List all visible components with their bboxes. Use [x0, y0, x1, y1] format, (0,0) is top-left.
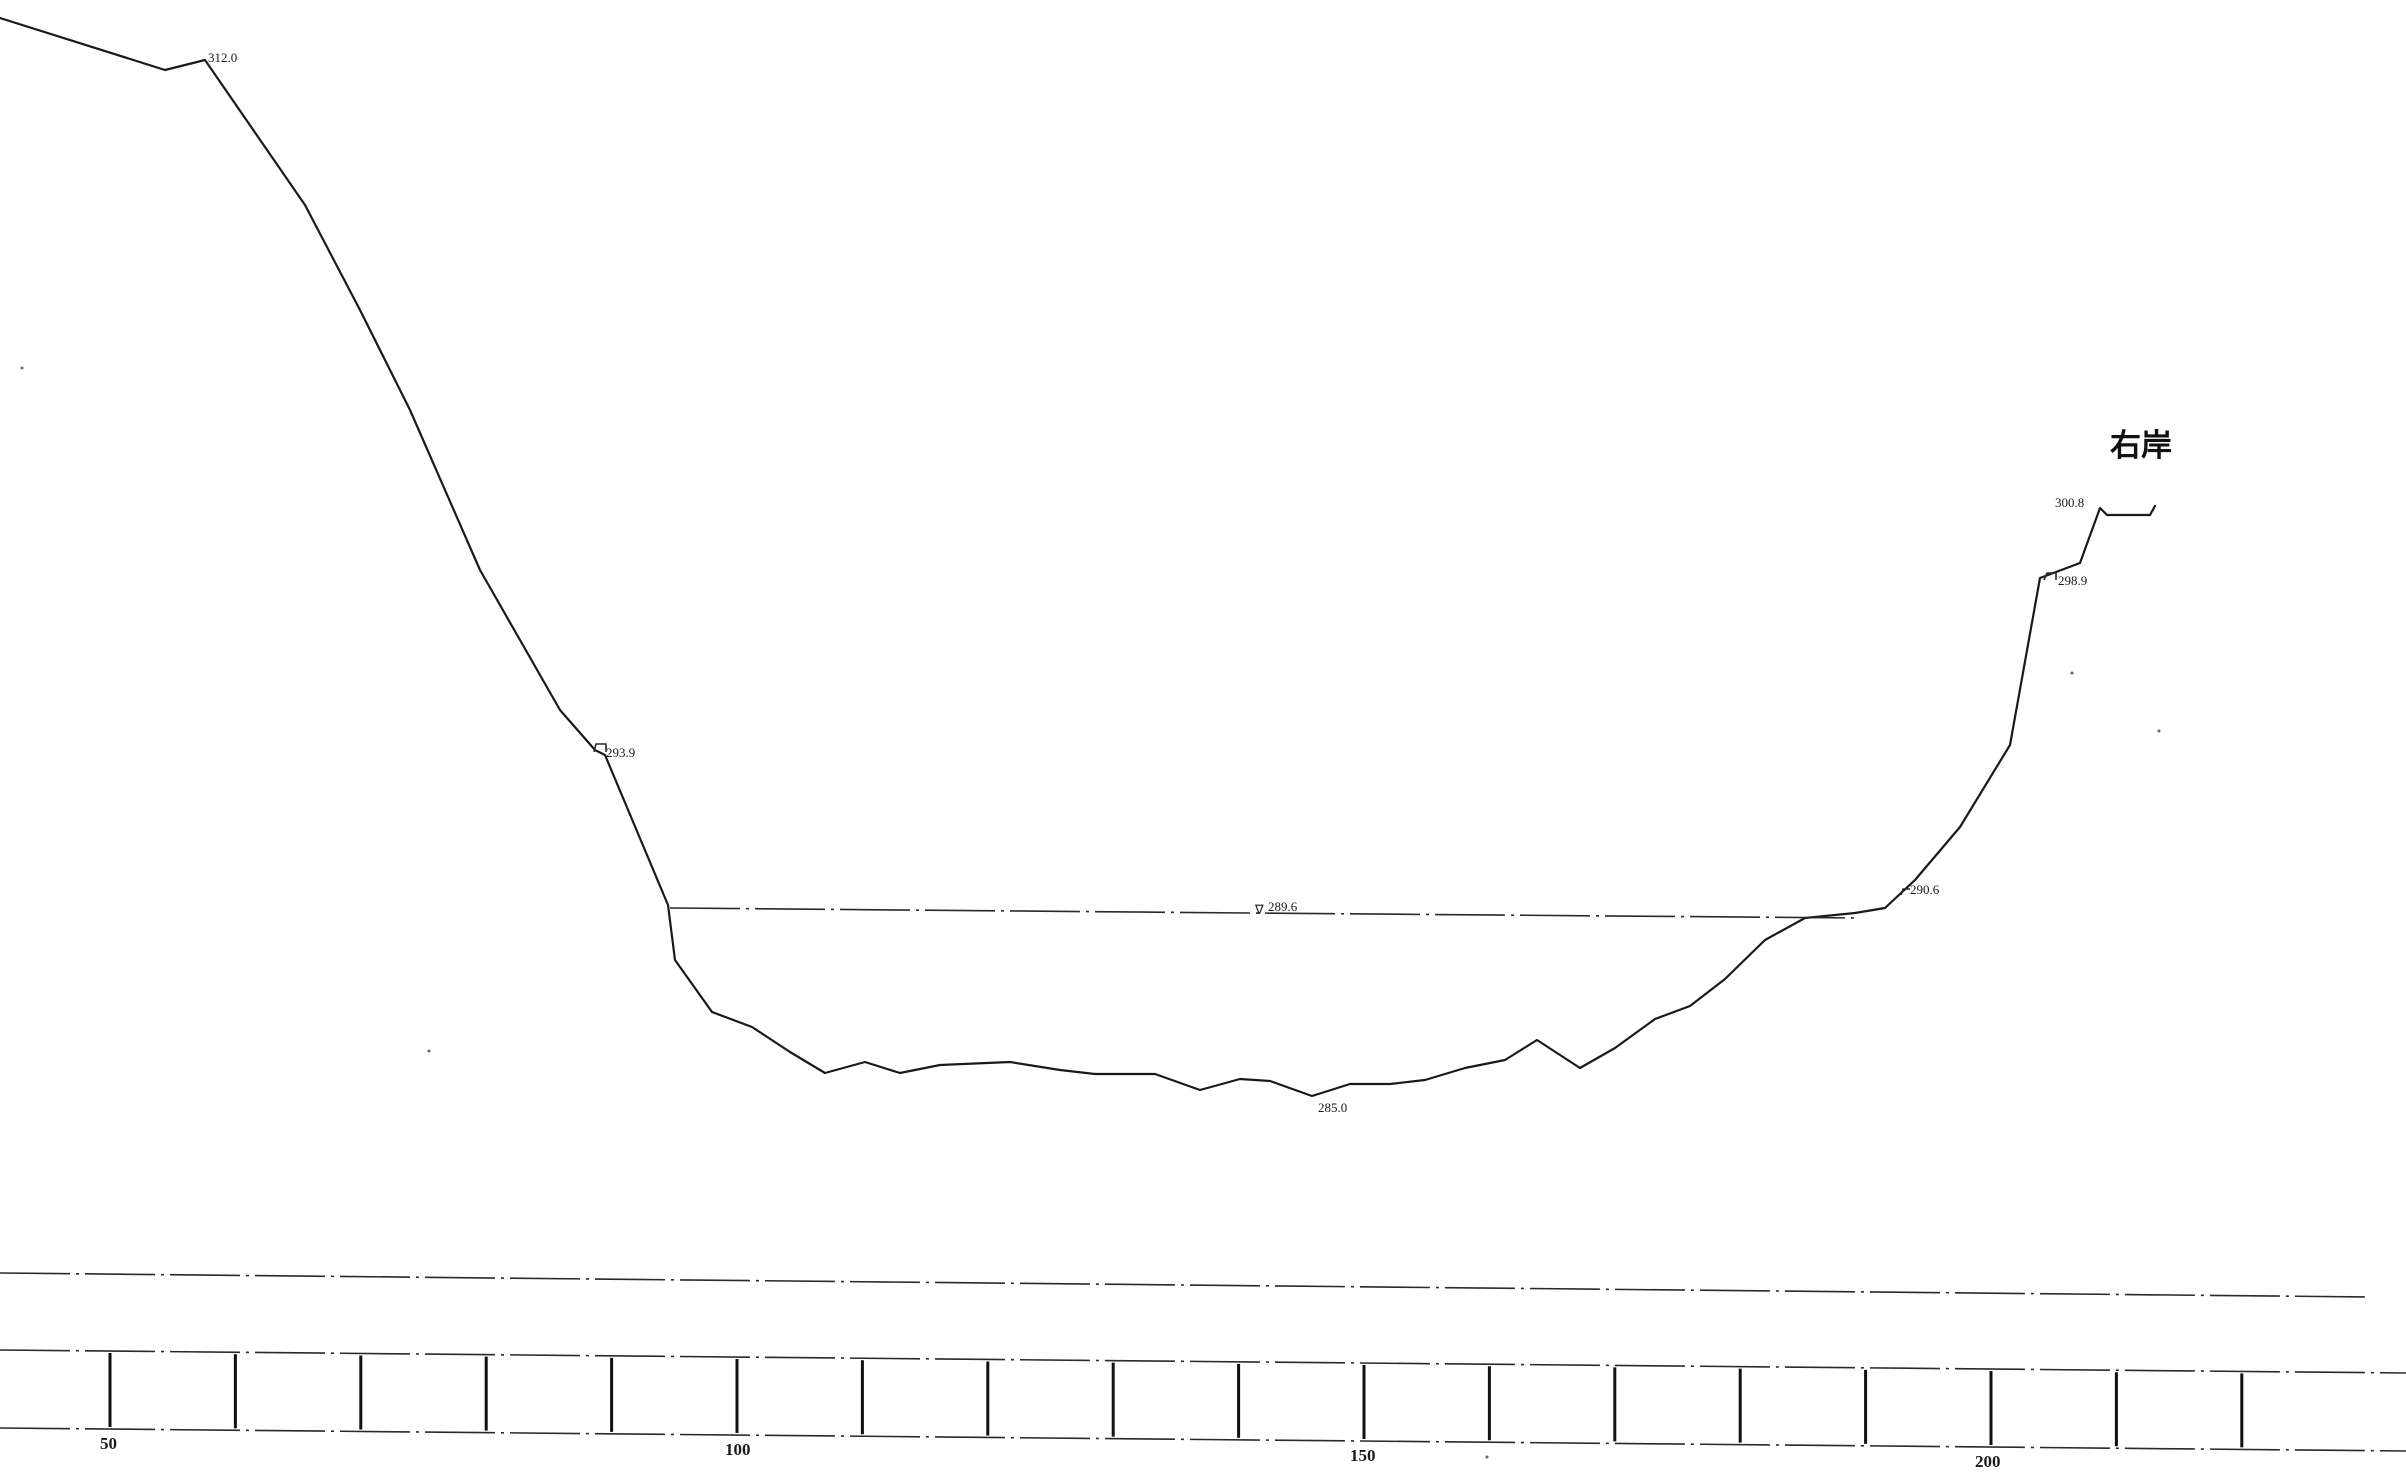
terrain-profile-line: [0, 16, 2157, 1098]
scan-speck: [1485, 1455, 1489, 1459]
elevation-label-right-upper: 298.9: [2058, 573, 2087, 588]
elevation-label-right-berm: 290.6: [1910, 882, 1940, 897]
water-surface-line: [669, 907, 1861, 919]
ruler-bars: [108, 1353, 2244, 1448]
station-tick-200: 200: [1975, 1452, 2001, 1471]
ruler-bottom-line: [0, 1427, 2406, 1452]
scan-speck: [2157, 729, 2161, 733]
station-tick-150: 150: [1350, 1446, 1376, 1465]
station-tick-50: 50: [100, 1434, 117, 1453]
right-upper-marker: [2043, 572, 2057, 581]
scan-speck: [20, 366, 24, 370]
right-berm-marker: [1900, 888, 1910, 896]
scan-speck: [427, 1049, 431, 1053]
elevation-label-water-level: 289.6: [1268, 899, 1298, 914]
elevation-label-right-top: 300.8: [2055, 495, 2084, 510]
elevation-label-left-top: 312.0: [208, 50, 237, 65]
scan-speck: [2070, 671, 2074, 675]
elevation-label-left-berm: 293.9: [606, 745, 635, 760]
station-tick-100: 100: [725, 1440, 751, 1459]
right-bank-label: 右岸: [2110, 428, 2172, 464]
elevation-label-bottom: 285.0: [1318, 1100, 1347, 1115]
water-level-symbol: ∇: [1254, 902, 1264, 917]
left-berm-marker: [593, 743, 607, 753]
upper-guide-line: [0, 1272, 2369, 1298]
ruler-top-line: [0, 1349, 2406, 1374]
